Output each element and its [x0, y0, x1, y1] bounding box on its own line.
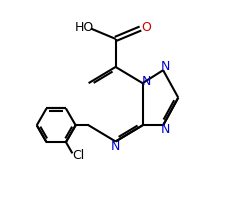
Text: O: O	[141, 21, 151, 34]
Text: N: N	[161, 60, 170, 73]
Text: N: N	[161, 123, 170, 136]
Text: Cl: Cl	[72, 149, 84, 162]
Text: N: N	[111, 140, 120, 153]
Text: HO: HO	[75, 21, 94, 34]
Text: N: N	[142, 75, 151, 88]
